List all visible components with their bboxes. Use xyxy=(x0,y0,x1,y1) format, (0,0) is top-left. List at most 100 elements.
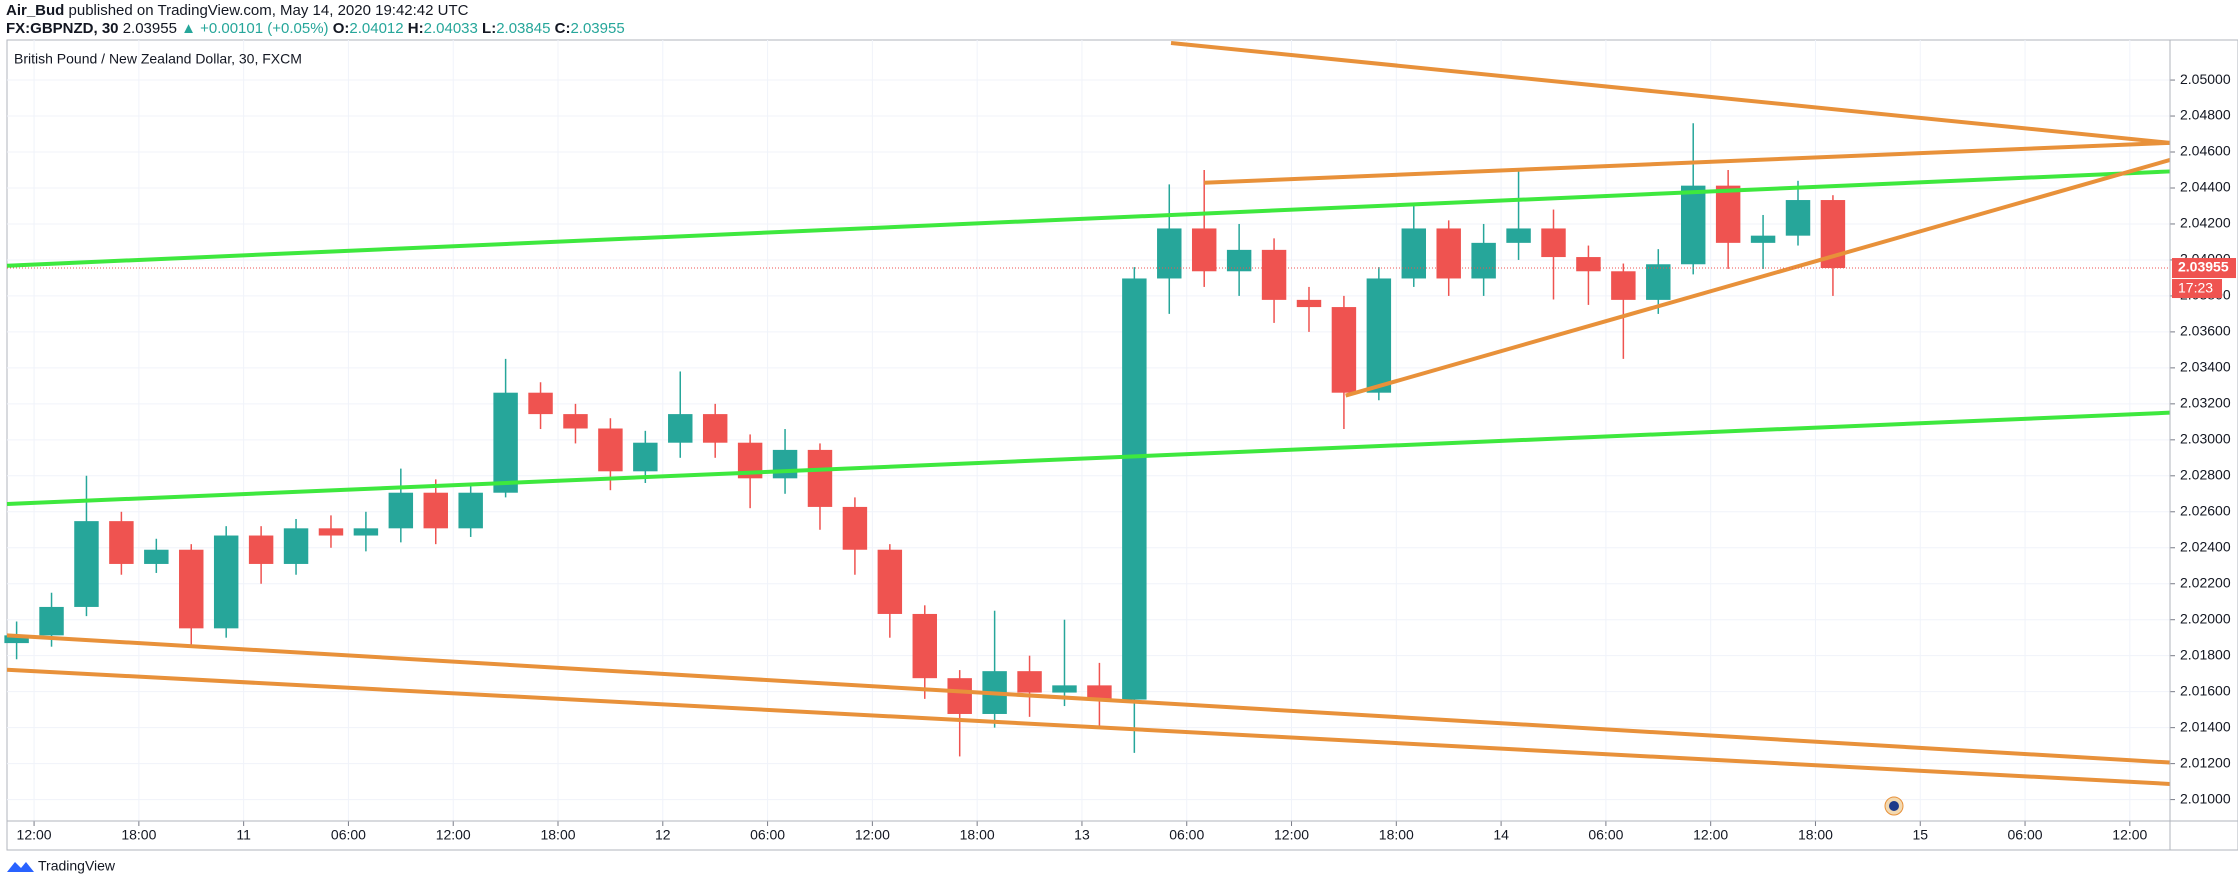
x-tick-label: 06:00 xyxy=(1588,827,1623,843)
y-tick-label: 2.02600 xyxy=(2180,502,2231,518)
x-tick-label: 12:00 xyxy=(855,827,890,843)
candle-body xyxy=(842,506,868,550)
l-label: L: xyxy=(482,20,496,37)
candle-body xyxy=(1261,249,1287,300)
candle-body xyxy=(318,528,344,536)
candle-body xyxy=(1541,228,1566,258)
candle-body xyxy=(458,492,483,529)
candle-body xyxy=(1750,235,1776,243)
candle-body xyxy=(144,549,169,564)
candle-body xyxy=(877,549,903,614)
candle-body xyxy=(668,414,693,443)
legend: British Pound / New Zealand Dollar, 30, … xyxy=(14,51,302,67)
candle-body xyxy=(1122,278,1147,700)
x-tick-label: 06:00 xyxy=(750,827,785,843)
candle-body xyxy=(1611,271,1636,300)
trend-line xyxy=(6,169,2171,268)
x-tick-label: 06:00 xyxy=(331,827,366,843)
candle-body xyxy=(1331,307,1357,393)
y-tick-label: 2.02200 xyxy=(2180,574,2231,590)
y-tick-label: 2.04200 xyxy=(2180,215,2231,231)
h-label: H: xyxy=(408,20,424,37)
y-tick-label: 2.05000 xyxy=(2180,71,2231,87)
trend-line xyxy=(1345,158,2171,398)
header-line-1: Air_Bud published on TradingView.com, Ma… xyxy=(6,2,469,19)
last-price-label: 2.03955 xyxy=(2178,259,2229,275)
y-tick-label: 2.02800 xyxy=(2180,467,2231,483)
countdown: 17:23 xyxy=(2178,280,2213,296)
x-tick-label: 18:00 xyxy=(1379,827,1414,843)
y-tick-label: 2.03000 xyxy=(2180,431,2231,447)
candle-body xyxy=(912,613,937,679)
trend-line xyxy=(1204,140,2171,185)
candle-body xyxy=(1471,242,1496,279)
c: 2.03955 xyxy=(570,20,624,37)
candle-body xyxy=(248,535,274,564)
y-tick-label: 2.02400 xyxy=(2180,538,2231,554)
trend-line xyxy=(6,667,2171,786)
candle-body xyxy=(1646,264,1671,300)
plot xyxy=(4,41,2171,786)
footer-brand: TradingView xyxy=(38,858,116,874)
candle-body xyxy=(74,521,99,607)
candle-body xyxy=(109,521,134,564)
y-tick-label: 2.01000 xyxy=(2180,790,2231,806)
published: published on TradingView.com, May 14, 20… xyxy=(69,2,469,19)
candle-body xyxy=(633,442,658,472)
candle-body xyxy=(1436,228,1461,279)
x-tick-label: 14 xyxy=(1493,827,1509,843)
candle-body xyxy=(179,549,204,629)
change: ▲ +0.00101 (+0.05%) xyxy=(181,20,328,37)
y-tick-label: 2.01600 xyxy=(2180,682,2231,698)
candle-body xyxy=(1296,299,1322,308)
l: 2.03845 xyxy=(496,20,550,37)
chart-frame xyxy=(6,39,2238,851)
symbol: FX:GBPNZD, 30 xyxy=(6,20,119,37)
x-tick-label: 12:00 xyxy=(1693,827,1728,843)
candle-body xyxy=(1576,257,1601,272)
y-tick-label: 2.04400 xyxy=(2180,179,2231,195)
candle-body xyxy=(1191,228,1217,272)
y-tick-label: 2.03400 xyxy=(2180,359,2231,375)
candle-body xyxy=(39,606,64,636)
y-tick-label: 2.04600 xyxy=(2180,143,2231,159)
o: 2.04012 xyxy=(349,20,403,37)
x-tick-label: 13 xyxy=(1074,827,1090,843)
y-tick-label: 2.03200 xyxy=(2180,395,2231,411)
trend-line xyxy=(6,633,2171,765)
y-tick-label: 2.03600 xyxy=(2180,323,2231,339)
axes: 2.01000 2.01200 2.01400 2.01600 2.01800 2.020… xyxy=(17,71,2236,843)
x-tick-label: 12:00 xyxy=(1274,827,1309,843)
x-tick-label: 18:00 xyxy=(121,827,156,843)
candle-body xyxy=(1226,249,1252,272)
y-tick-label: 2.01800 xyxy=(2180,646,2231,662)
candle-body xyxy=(388,492,414,529)
tradingview-logo xyxy=(7,862,34,872)
o-label: O: xyxy=(333,20,350,37)
candle-body xyxy=(598,428,623,472)
candle-body xyxy=(1366,278,1392,393)
last-price-badge xyxy=(2172,258,2236,279)
candle-body xyxy=(353,528,379,536)
candle-body xyxy=(1785,200,1811,236)
c-label: C: xyxy=(555,20,571,37)
candle-body xyxy=(283,528,309,564)
candle-body xyxy=(807,449,833,507)
x-tick-label: 12:00 xyxy=(17,827,52,843)
candle-body xyxy=(4,635,29,644)
candle-body xyxy=(213,535,239,629)
candle-body xyxy=(1052,685,1077,693)
y-tick-label: 2.01400 xyxy=(2180,718,2231,734)
price: 2.03955 xyxy=(123,20,177,37)
author: Air_Bud xyxy=(6,2,64,19)
countdown-badge xyxy=(2172,279,2222,299)
y-tick-label: 2.01200 xyxy=(2180,754,2231,770)
candle-body xyxy=(423,492,448,529)
candle-body xyxy=(528,392,553,415)
candle-body xyxy=(772,449,798,479)
candle-body xyxy=(947,678,972,714)
candle-body xyxy=(1715,185,1741,243)
